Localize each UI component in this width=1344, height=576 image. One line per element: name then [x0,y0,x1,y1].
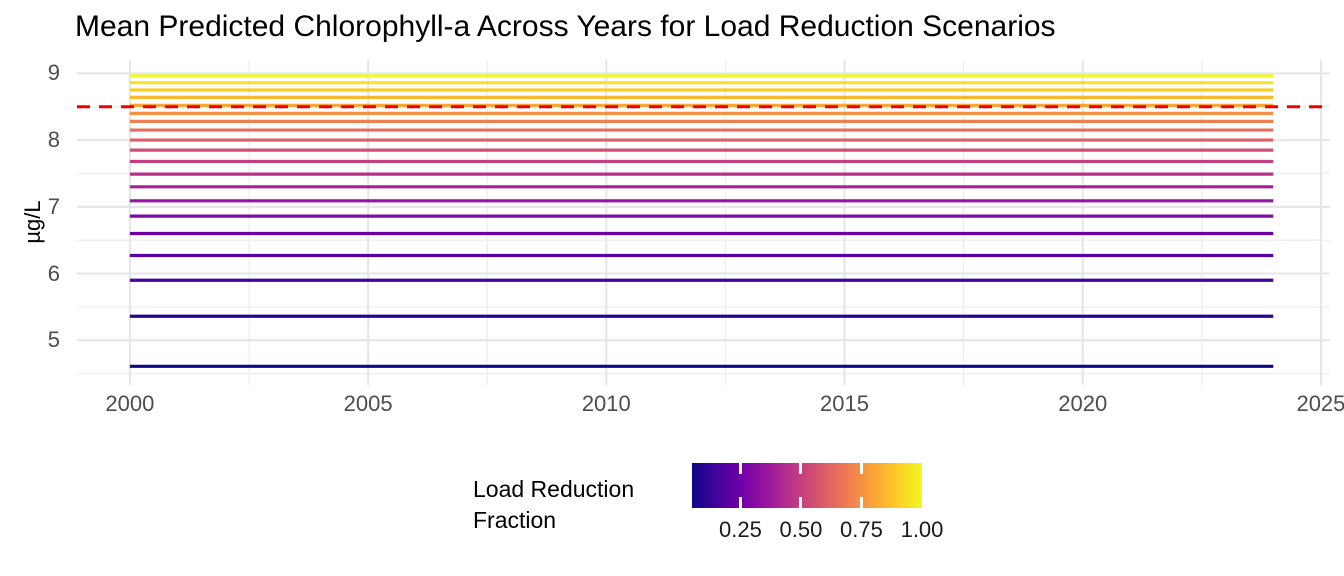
y-tick-label: 8 [47,127,60,153]
x-tick-label: 2020 [1058,391,1108,416]
y-tick-label: 5 [47,327,60,353]
x-tick-label: 2005 [343,391,393,416]
colorbar-tick [859,463,863,474]
colorbar-tick [799,497,803,508]
legend-tick-label: 1.00 [900,517,944,542]
colorbar-tick [738,463,742,474]
legend-tick-label: 0.75 [840,517,883,542]
x-tick-label: 2025 [1296,391,1344,416]
x-tick-label: 2010 [581,391,631,416]
x-tick-label: 2000 [105,391,155,416]
legend-colorbar [692,463,922,508]
colorbar-tick [738,497,742,508]
colorbar-tick [799,463,803,474]
plot-panel [77,60,1330,385]
plot-canvas [77,60,1330,385]
legend-title-line1: Load Reduction [473,476,635,502]
chart-title: Mean Predicted Chlorophyll-a Across Year… [75,10,1056,43]
x-tick-label: 2015 [820,391,869,416]
legend-tick-label: 0.50 [779,517,823,542]
legend-tick-label: 0.25 [718,517,762,542]
colorbar-tick [859,497,863,508]
y-tick-label: 7 [47,193,60,219]
y-tick-label: 6 [47,260,60,286]
legend-title: Load Reduction Fraction [473,474,634,536]
y-tick-label: 9 [47,60,60,86]
legend-title-line2: Fraction [473,507,557,533]
